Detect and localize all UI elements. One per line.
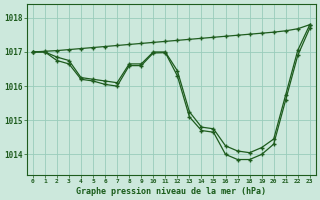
X-axis label: Graphe pression niveau de la mer (hPa): Graphe pression niveau de la mer (hPa) — [76, 187, 266, 196]
